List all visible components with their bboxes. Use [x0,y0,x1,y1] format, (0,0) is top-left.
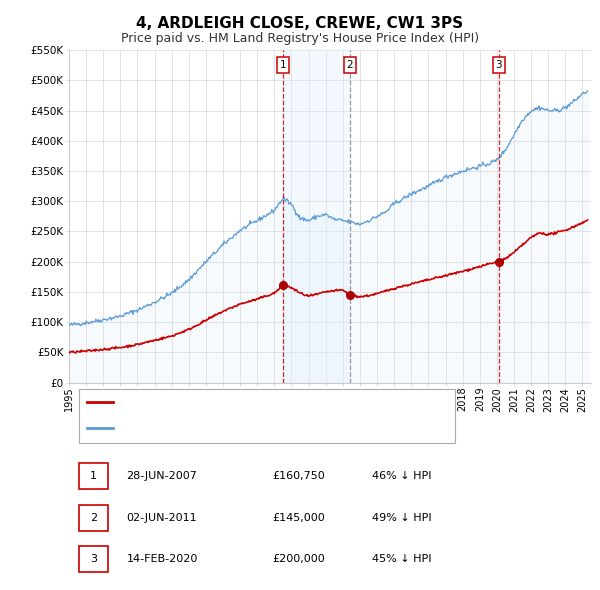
Text: 14-FEB-2020: 14-FEB-2020 [127,554,198,564]
Text: 49% ↓ HPI: 49% ↓ HPI [372,513,431,523]
Text: 3: 3 [90,554,97,564]
Text: 1: 1 [90,471,97,481]
Text: 28-JUN-2007: 28-JUN-2007 [127,471,197,481]
Text: 1: 1 [280,60,286,70]
Bar [79,504,108,531]
Text: £200,000: £200,000 [272,554,325,564]
Bar [79,546,108,572]
Text: HPI: Average price, detached house, Cheshire East: HPI: Average price, detached house, Ches… [121,423,386,433]
Text: £160,750: £160,750 [272,471,325,481]
Text: 3: 3 [496,60,502,70]
Text: 46% ↓ HPI: 46% ↓ HPI [372,471,431,481]
Text: Price paid vs. HM Land Registry's House Price Index (HPI): Price paid vs. HM Land Registry's House … [121,32,479,45]
Text: 2: 2 [347,60,353,70]
Bar [79,389,455,443]
Text: 02-JUN-2011: 02-JUN-2011 [127,513,197,523]
Text: 4, ARDLEIGH CLOSE, CREWE, CW1 3PS: 4, ARDLEIGH CLOSE, CREWE, CW1 3PS [136,16,464,31]
Bar [283,50,350,382]
Bar [79,463,108,489]
Text: £145,000: £145,000 [272,513,325,523]
Text: 4, ARDLEIGH CLOSE, CREWE, CW1 3PS (detached house): 4, ARDLEIGH CLOSE, CREWE, CW1 3PS (detac… [121,397,418,407]
Text: 45% ↓ HPI: 45% ↓ HPI [372,554,431,564]
Text: 2: 2 [90,513,97,523]
